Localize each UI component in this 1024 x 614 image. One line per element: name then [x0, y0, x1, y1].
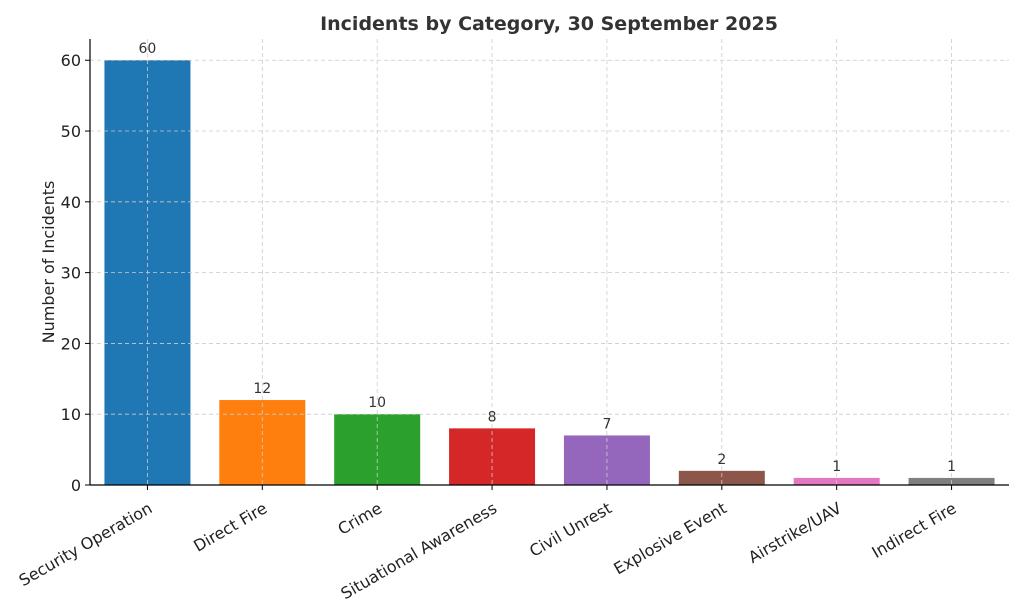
bar-explosive-event [678, 470, 765, 485]
bar-value-label: 7 [602, 416, 611, 432]
axes-layer [85, 39, 1009, 490]
bar-value-label: 8 [488, 409, 497, 425]
y-tick-label: 60 [61, 51, 81, 70]
chart-title: Incidents by Category, 30 September 2025 [320, 13, 778, 35]
bar-value-label: 1 [832, 459, 841, 475]
bar-value-label: 1 [947, 459, 956, 475]
bar-value-label: 12 [253, 381, 271, 397]
y-tick-label: 50 [61, 122, 81, 141]
y-tick-label: 20 [61, 334, 81, 353]
bar-value-label: 60 [139, 41, 157, 57]
x-tick-label: Direct Fire [190, 498, 270, 555]
bar-value-label: 10 [368, 395, 386, 411]
x-tick-label: Airstrike/UAV [745, 498, 845, 567]
x-tick-label: Security Operation [16, 498, 156, 590]
y-tick-label: 0 [71, 476, 81, 495]
y-axis-label: Number of Incidents [39, 181, 58, 344]
x-tick-label: Explosive Event [610, 498, 729, 578]
bar-value-label: 2 [717, 452, 726, 468]
y-tick-label: 40 [61, 193, 81, 212]
x-tick-label: Civil Unrest [526, 498, 615, 560]
x-tick-label: Crime [334, 498, 385, 538]
x-tick-label: Indirect Fire [868, 498, 959, 562]
y-tick-label: 30 [61, 264, 81, 283]
y-tick-label: 10 [61, 405, 81, 424]
